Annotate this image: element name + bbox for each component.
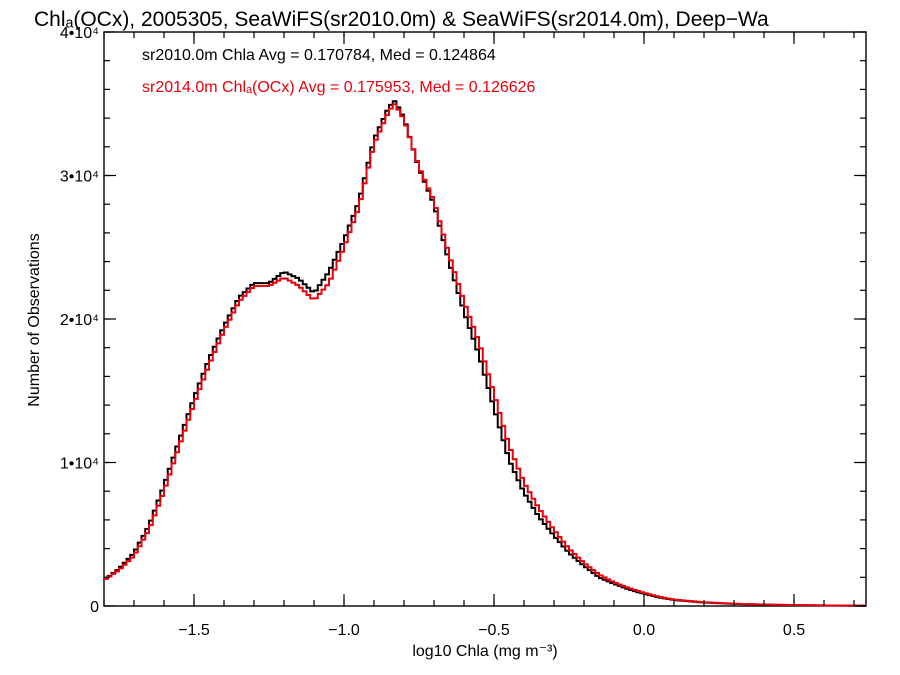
y-tick-label: 2•10⁴ <box>60 312 99 329</box>
series-line-1 <box>104 103 867 607</box>
plot-frame <box>103 31 867 607</box>
legend-entry-sr2014: sr2014.0m Chlₐ(OCx) Avg = 0.175953, Med … <box>142 79 536 96</box>
x-tick-label: −1.5 <box>178 622 210 639</box>
y-axis-label: Number of Observations <box>26 233 43 406</box>
chart-title: Chlₐ(OCx), 2005305, SeaWiFS(sr2010.0m) &… <box>34 8 769 31</box>
x-axis-label: log10 Chla (mg m⁻³) <box>412 643 557 660</box>
series-line-0 <box>104 100 867 607</box>
y-tick-label: 3•10⁴ <box>60 169 99 186</box>
y-tick-label: 1•10⁴ <box>60 456 99 473</box>
x-tick-label: 0.0 <box>633 622 655 639</box>
x-tick-label: −1.0 <box>328 622 360 639</box>
series-layer <box>104 100 867 607</box>
tick-label-layer: −1.5 −1.0 −0.5 0.0 0.5 0 1•10⁴ 2•10⁴ 3•10⁴ 4•10⁴ <box>60 25 805 639</box>
x-tick-label: 0.5 <box>783 622 805 639</box>
y-tick-label: 4•10⁴ <box>60 25 99 42</box>
x-tick-label: −0.5 <box>478 622 510 639</box>
tick-layer <box>103 31 866 607</box>
y-tick-label: 0 <box>90 599 99 616</box>
legend-entry-sr2010: sr2010.0m Chla Avg = 0.170784, Med = 0.1… <box>142 47 496 64</box>
